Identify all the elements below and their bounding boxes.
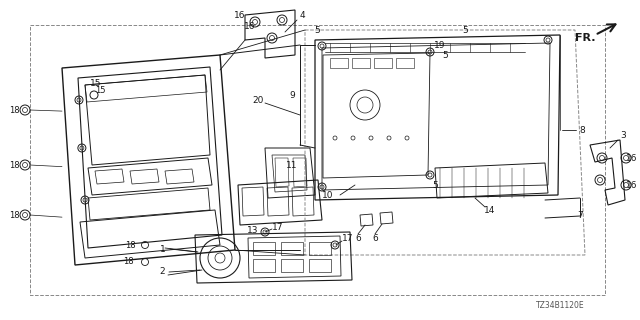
Text: 15: 15 (90, 78, 102, 87)
Text: 6: 6 (355, 234, 361, 243)
Text: 17: 17 (272, 222, 284, 231)
Text: 5: 5 (432, 180, 438, 189)
Bar (281, 259, 303, 272)
Text: 18: 18 (9, 161, 19, 170)
Text: 16: 16 (627, 154, 637, 163)
Text: 4: 4 (299, 11, 305, 20)
Bar (253, 242, 275, 255)
Text: 17: 17 (342, 234, 354, 243)
Text: 3: 3 (620, 131, 626, 140)
Bar (374, 58, 392, 68)
Bar (309, 259, 331, 272)
Text: 5: 5 (462, 26, 468, 35)
Text: 19: 19 (435, 41, 445, 50)
Text: 18: 18 (125, 241, 135, 250)
Text: 11: 11 (286, 161, 298, 170)
Text: 5: 5 (442, 51, 448, 60)
Text: 15: 15 (95, 85, 105, 94)
Text: 9: 9 (289, 91, 295, 100)
Text: 1: 1 (160, 244, 166, 253)
Text: 5: 5 (314, 26, 320, 35)
Text: 6: 6 (372, 234, 378, 243)
Bar (352, 58, 370, 68)
Text: 18: 18 (123, 258, 133, 267)
Bar (396, 58, 414, 68)
Text: 16: 16 (234, 11, 246, 20)
Bar (30, 25, 605, 295)
Text: 14: 14 (484, 205, 496, 214)
Text: 20: 20 (252, 95, 264, 105)
Bar (281, 242, 303, 255)
Text: FR.: FR. (575, 33, 595, 43)
Text: 18: 18 (9, 211, 19, 220)
Text: 16: 16 (244, 21, 256, 30)
Text: 8: 8 (579, 125, 585, 134)
Text: 13: 13 (247, 226, 259, 235)
Text: 7: 7 (577, 211, 583, 220)
Text: 2: 2 (159, 268, 165, 276)
Bar (330, 58, 348, 68)
Text: 16: 16 (627, 180, 637, 189)
Text: 10: 10 (323, 190, 333, 199)
Text: 18: 18 (9, 106, 19, 115)
Text: TZ34B1120E: TZ34B1120E (536, 300, 584, 309)
Bar (253, 259, 275, 272)
Bar (309, 242, 331, 255)
